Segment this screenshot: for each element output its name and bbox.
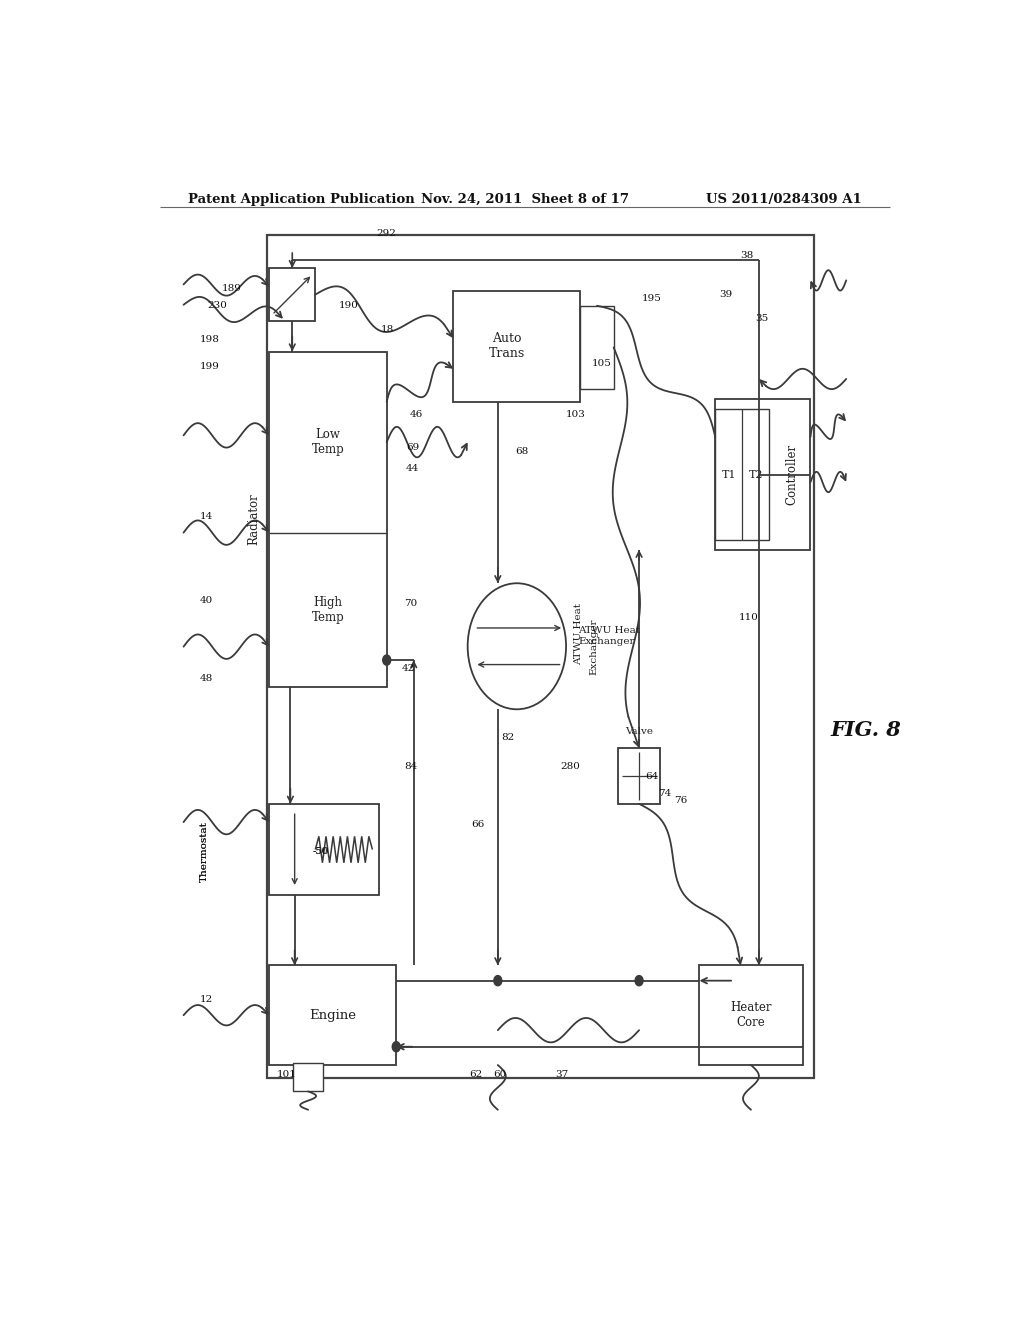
Text: 12: 12 <box>200 995 213 1005</box>
Text: 292: 292 <box>377 230 396 238</box>
Text: 44: 44 <box>406 463 419 473</box>
Text: 38: 38 <box>740 252 754 260</box>
Bar <box>715 409 769 540</box>
Bar <box>269 351 387 686</box>
Text: 48: 48 <box>200 675 213 684</box>
Text: Nov. 24, 2011  Sheet 8 of 17: Nov. 24, 2011 Sheet 8 of 17 <box>421 193 629 206</box>
Text: High
Temp: High Temp <box>311 595 344 624</box>
Text: 39: 39 <box>719 290 732 300</box>
Text: -50: -50 <box>312 847 329 857</box>
Text: T2: T2 <box>749 470 763 479</box>
Text: 18: 18 <box>380 325 393 334</box>
Text: 76: 76 <box>674 796 687 805</box>
Bar <box>715 399 811 549</box>
Text: 103: 103 <box>566 411 586 418</box>
Text: -50: -50 <box>312 847 328 857</box>
Circle shape <box>635 975 643 986</box>
Bar <box>618 748 659 804</box>
Text: Patent Application Publication: Patent Application Publication <box>187 193 415 206</box>
Bar <box>267 235 814 1078</box>
Text: 280: 280 <box>560 762 581 771</box>
Circle shape <box>383 655 391 665</box>
Text: 199: 199 <box>200 362 219 371</box>
Text: 195: 195 <box>642 294 663 304</box>
Text: Controller: Controller <box>785 444 798 506</box>
Text: 82: 82 <box>501 733 514 742</box>
Circle shape <box>494 975 502 986</box>
Text: 14: 14 <box>200 512 213 520</box>
Text: 64: 64 <box>645 772 658 781</box>
Text: 198: 198 <box>200 335 219 343</box>
Text: FIG. 8: FIG. 8 <box>830 719 901 739</box>
Text: 189: 189 <box>221 284 242 293</box>
Text: 66: 66 <box>471 820 484 829</box>
Text: Engine: Engine <box>309 1008 356 1022</box>
Text: 62: 62 <box>469 1069 482 1078</box>
Text: ATWU Heat: ATWU Heat <box>574 603 583 665</box>
Text: US 2011/0284309 A1: US 2011/0284309 A1 <box>707 193 862 206</box>
Text: 68: 68 <box>515 446 528 455</box>
Text: 230: 230 <box>207 301 227 310</box>
Text: Exchanger: Exchanger <box>590 618 599 675</box>
Text: 40: 40 <box>200 597 213 605</box>
Text: T1: T1 <box>722 470 736 479</box>
Bar <box>293 1063 324 1092</box>
Text: 70: 70 <box>404 599 418 609</box>
Text: 35: 35 <box>755 314 768 323</box>
Text: 190: 190 <box>338 301 358 310</box>
Bar <box>269 268 315 321</box>
Text: Radiator: Radiator <box>247 494 260 545</box>
Text: 60: 60 <box>494 1069 506 1078</box>
Text: 110: 110 <box>739 614 759 622</box>
Text: Auto
Trans: Auto Trans <box>488 333 525 360</box>
Circle shape <box>392 1041 400 1052</box>
Text: Valve: Valve <box>625 727 653 735</box>
Bar <box>699 965 803 1065</box>
Text: 37: 37 <box>555 1069 568 1078</box>
Text: 101: 101 <box>278 1069 297 1078</box>
Text: ATWU Heat
Exchanger: ATWU Heat Exchanger <box>578 627 640 645</box>
Bar <box>269 965 396 1065</box>
Text: 69: 69 <box>406 442 419 451</box>
Text: Thermostat: Thermostat <box>200 821 209 882</box>
Text: Thermostat: Thermostat <box>200 821 209 882</box>
Text: 42: 42 <box>401 664 415 673</box>
Text: 74: 74 <box>658 789 672 799</box>
Text: 105: 105 <box>592 359 612 368</box>
Text: Low
Temp: Low Temp <box>311 428 344 457</box>
Bar <box>454 290 581 403</box>
Text: Heater
Core: Heater Core <box>730 1002 772 1030</box>
Text: 46: 46 <box>410 411 423 418</box>
Bar <box>269 804 379 895</box>
Text: 84: 84 <box>404 762 418 771</box>
Bar <box>581 306 613 389</box>
